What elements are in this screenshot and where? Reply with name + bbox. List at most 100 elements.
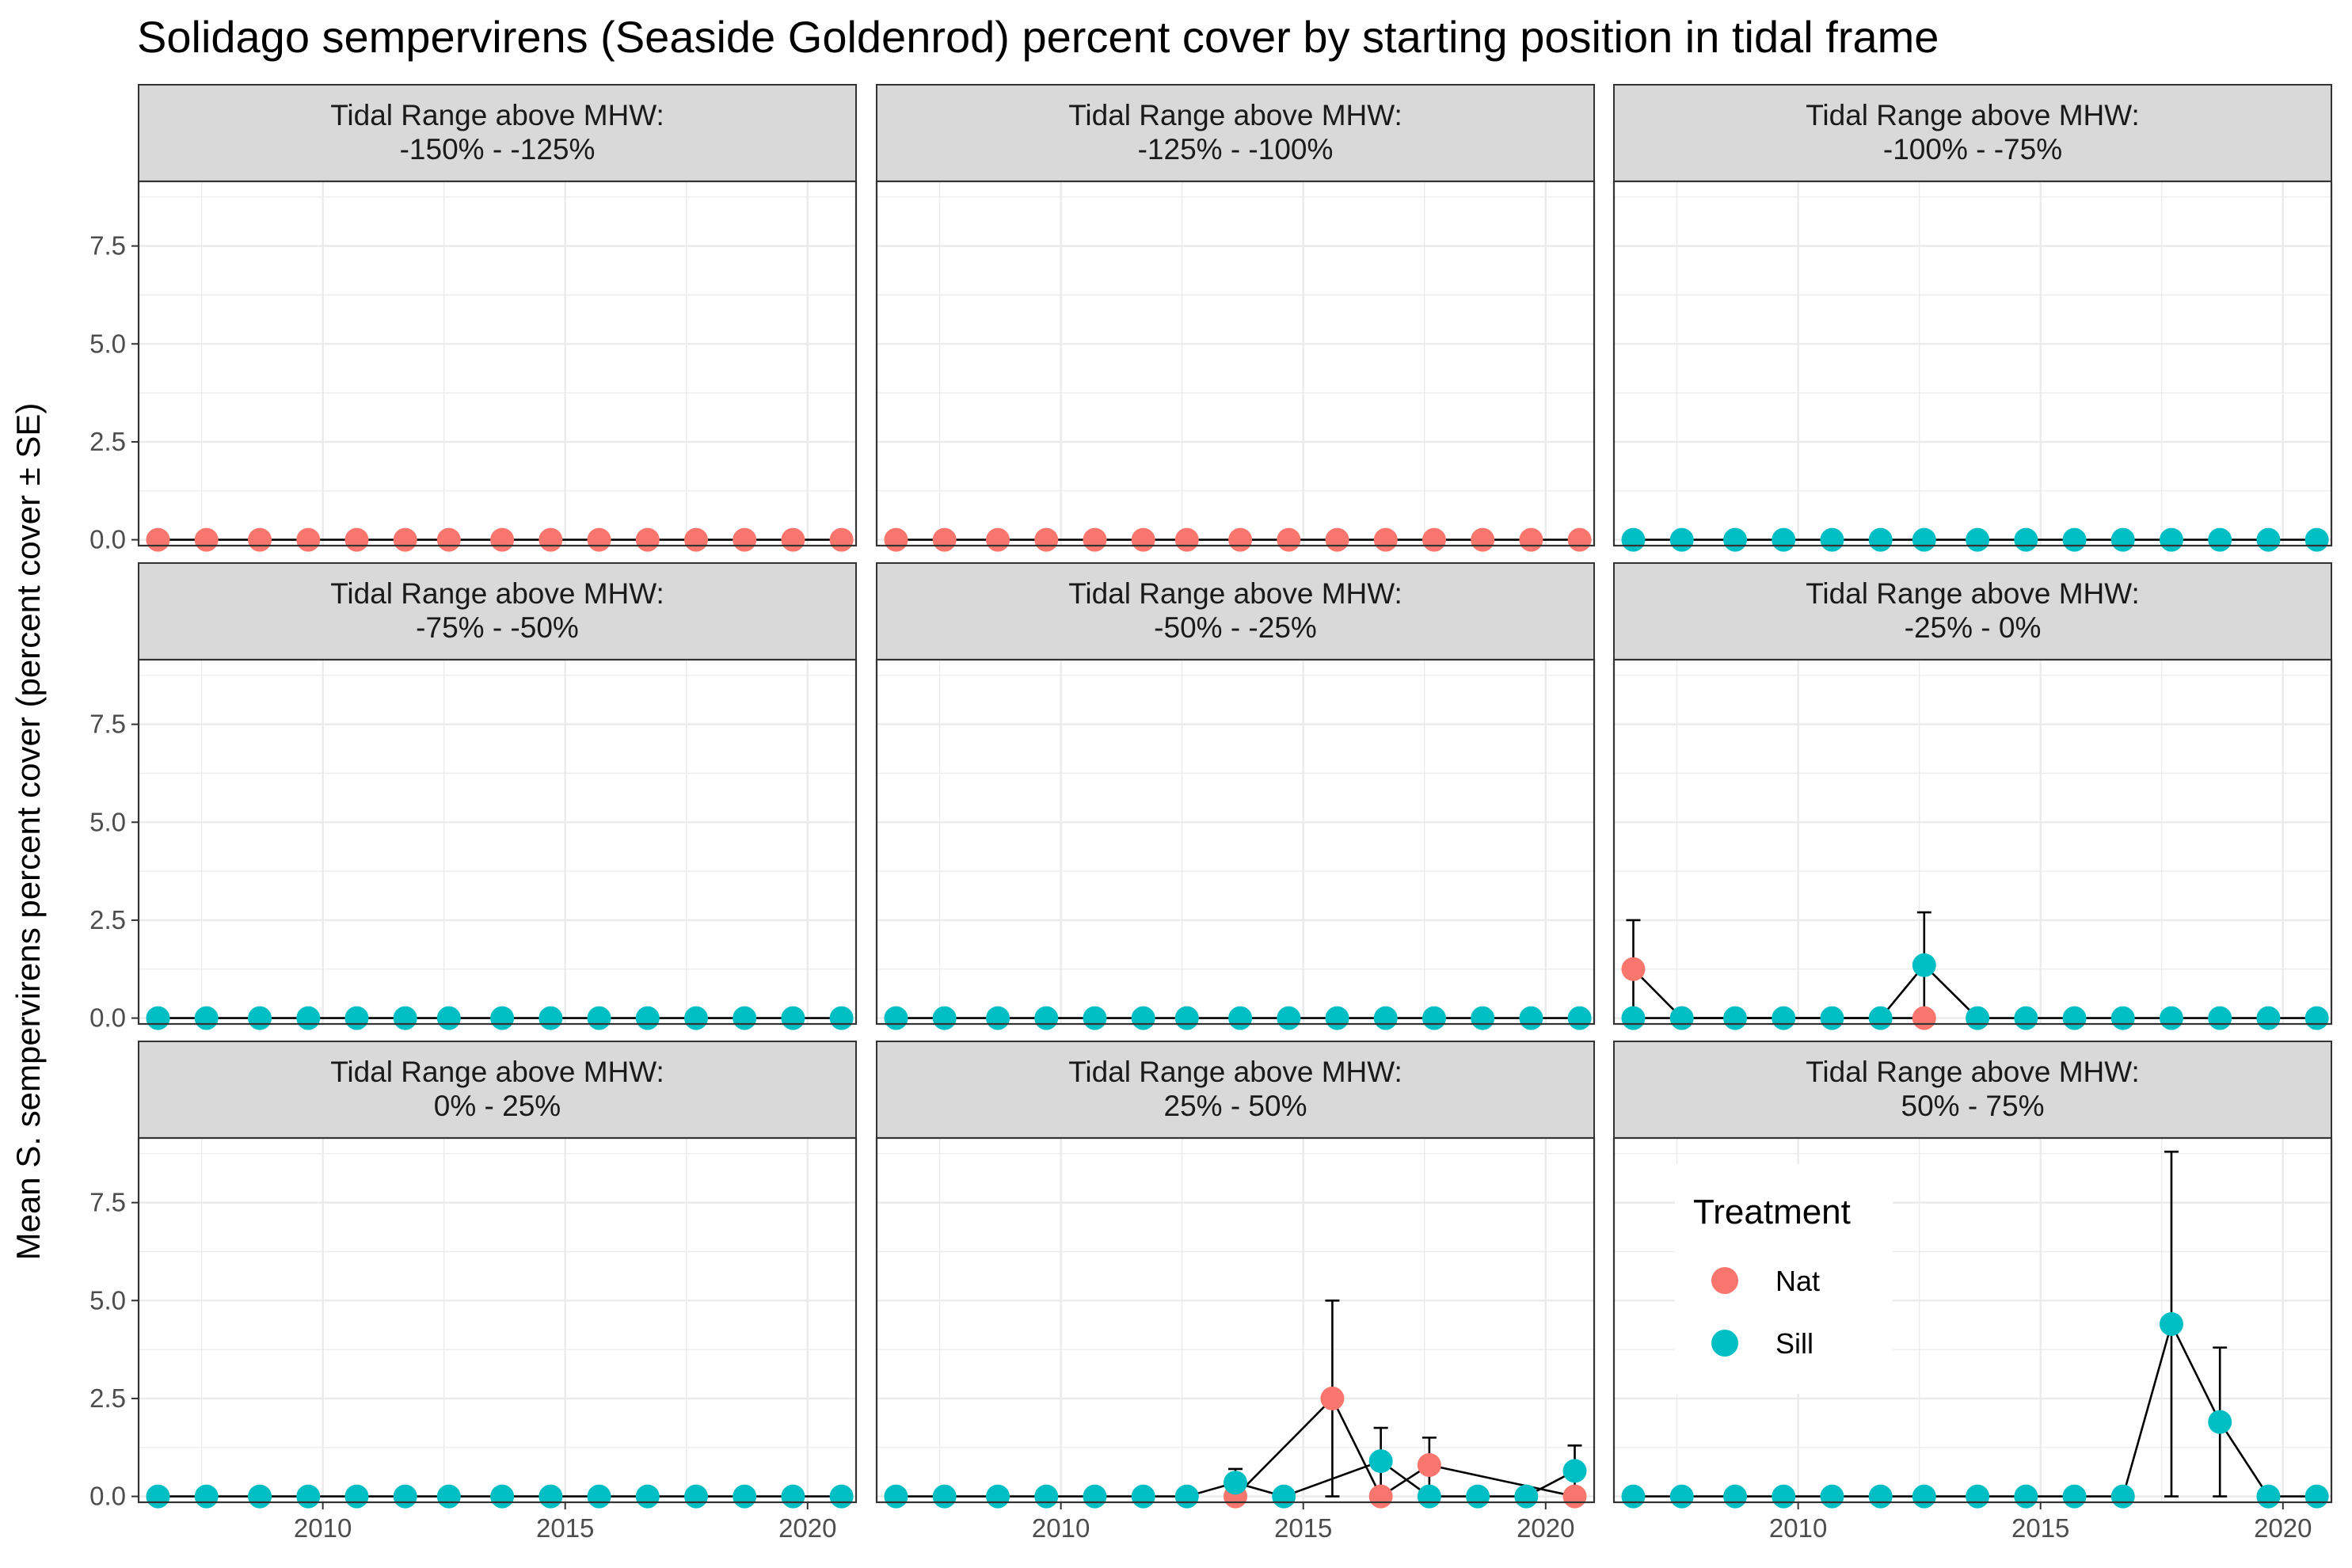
- data-point-sill: [2208, 1006, 2232, 1030]
- y-tick-label: 5.0: [89, 807, 126, 836]
- strip-label-heading: Tidal Range above MHW:: [330, 1056, 664, 1088]
- data-point-nat: [344, 527, 369, 552]
- data-point-sill: [1912, 1484, 1936, 1509]
- data-point-sill: [490, 1484, 515, 1509]
- data-point-sill: [733, 1484, 757, 1509]
- strip-label-heading: Tidal Range above MHW:: [1068, 1056, 1402, 1088]
- data-point-nat: [932, 527, 957, 552]
- data-point-sill: [1519, 1006, 1543, 1030]
- facet-strip: [138, 562, 857, 660]
- data-point-sill: [587, 1484, 611, 1509]
- strip-label-range: -100% - -75%: [1883, 133, 2062, 166]
- y-axis-title: Mean S. sempervirens percent cover (perc…: [10, 403, 47, 1261]
- legend-label-sill: Sill: [1775, 1327, 1813, 1360]
- y-tick-label: 5.0: [89, 1285, 126, 1315]
- x-tick-label: 2020: [2254, 1513, 2312, 1543]
- data-point-nat: [733, 527, 757, 552]
- data-point-sill: [393, 1484, 417, 1509]
- data-point-sill: [1421, 1006, 1446, 1030]
- data-point-sill: [2208, 1410, 2232, 1434]
- data-point-sill: [986, 1006, 1010, 1030]
- strip-label-range: -125% - -100%: [1138, 133, 1334, 166]
- panel-background: [877, 181, 1594, 546]
- data-point-sill: [436, 1006, 461, 1030]
- data-point-sill: [1514, 1484, 1539, 1509]
- strip-label-range: 25% - 50%: [1164, 1090, 1307, 1122]
- data-point-sill: [2256, 1006, 2281, 1030]
- strip-label-heading: Tidal Range above MHW:: [1068, 99, 1402, 131]
- data-point-sill: [1669, 1484, 1694, 1509]
- strip-label-heading: Tidal Range above MHW:: [1806, 577, 2140, 610]
- y-tick-label: 2.5: [89, 905, 126, 934]
- data-point-nat: [781, 527, 805, 552]
- chart-title: Solidago sempervirens (Seaside Goldenrod…: [137, 12, 1939, 62]
- legend-label-nat: Nat: [1775, 1265, 1820, 1297]
- data-point-sill: [733, 1006, 757, 1030]
- strip-label-range: -75% - -50%: [416, 611, 579, 644]
- data-point-sill: [1034, 1006, 1059, 1030]
- data-point-nat: [194, 527, 219, 552]
- facet-panel: Tidal Range above MHW:-50% - -25%: [875, 562, 1596, 1030]
- data-point-sill: [587, 1006, 611, 1030]
- data-point-sill: [1966, 527, 1990, 552]
- x-tick-label: 2015: [1274, 1513, 1332, 1543]
- data-point-sill: [829, 1484, 854, 1509]
- panel-background: [877, 660, 1594, 1024]
- data-point-sill: [2304, 1484, 2329, 1509]
- data-point-sill: [932, 1484, 957, 1509]
- facet-strip: [1613, 84, 2332, 182]
- panel-border: [875, 180, 1596, 547]
- data-point-nat: [1621, 957, 1646, 981]
- data-point-sill: [1228, 1006, 1253, 1030]
- y-tick-label: 2.5: [89, 427, 126, 456]
- data-point-sill: [2062, 1006, 2087, 1030]
- data-point-sill: [683, 1484, 708, 1509]
- panel-border: [1612, 180, 2333, 547]
- data-point-sill: [1272, 1484, 1296, 1509]
- facet-panel: Tidal Range above MHW:-150% - -125% 0.0 2.…: [89, 84, 858, 554]
- data-point-sill: [2159, 1311, 2183, 1336]
- strip-label-heading: Tidal Range above MHW:: [1806, 99, 2140, 131]
- data-point-sill: [884, 1484, 908, 1509]
- facet-panel: Tidal Range above MHW:25% - 50% 2010 2015 2…: [875, 1041, 1596, 1543]
- x-tick-label: 2015: [536, 1513, 594, 1543]
- data-point-sill: [1373, 1006, 1398, 1030]
- data-point-nat: [1131, 527, 1155, 552]
- facet-strip: [1613, 1041, 2332, 1139]
- data-point-sill: [1820, 1484, 1844, 1509]
- data-point-nat: [393, 527, 417, 552]
- panel-border: [875, 1136, 1596, 1504]
- data-point-nat: [829, 527, 854, 552]
- data-point-sill: [1131, 1006, 1155, 1030]
- legend-key-sill: [1711, 1330, 1738, 1357]
- data-point-sill: [1325, 1006, 1349, 1030]
- data-point-nat: [1083, 527, 1107, 552]
- panel-background: [1614, 181, 2331, 546]
- data-point-sill: [1772, 527, 1796, 552]
- panel-border: [137, 1136, 858, 1504]
- data-point-sill: [194, 1006, 219, 1030]
- data-point-sill: [1174, 1484, 1199, 1509]
- data-point-sill: [1034, 1484, 1059, 1509]
- y-tick-label: 0.0: [89, 1003, 126, 1033]
- data-point-nat: [490, 527, 515, 552]
- facet-strip: [876, 84, 1595, 182]
- data-point-sill: [296, 1006, 321, 1030]
- strip-label-range: 0% - 25%: [434, 1090, 561, 1122]
- data-point-sill: [635, 1006, 660, 1030]
- data-point-sill: [1912, 953, 1936, 977]
- data-point-nat: [539, 527, 563, 552]
- y-tick-label: 0.0: [89, 1482, 126, 1511]
- data-point-sill: [1277, 1006, 1301, 1030]
- facet-panel: Tidal Range above MHW:-75% - -50% 0.0 2.5 5…: [89, 562, 858, 1033]
- strip-label-range: -50% - -25%: [1154, 611, 1317, 644]
- data-point-nat: [1368, 1484, 1393, 1509]
- data-point-sill: [2304, 1006, 2329, 1030]
- data-point-sill: [1868, 527, 1893, 552]
- data-point-sill: [1368, 1449, 1393, 1474]
- data-point-nat: [1471, 527, 1495, 552]
- data-point-sill: [1868, 1484, 1893, 1509]
- data-point-sill: [2110, 1006, 2135, 1030]
- data-point-sill: [1723, 527, 1748, 552]
